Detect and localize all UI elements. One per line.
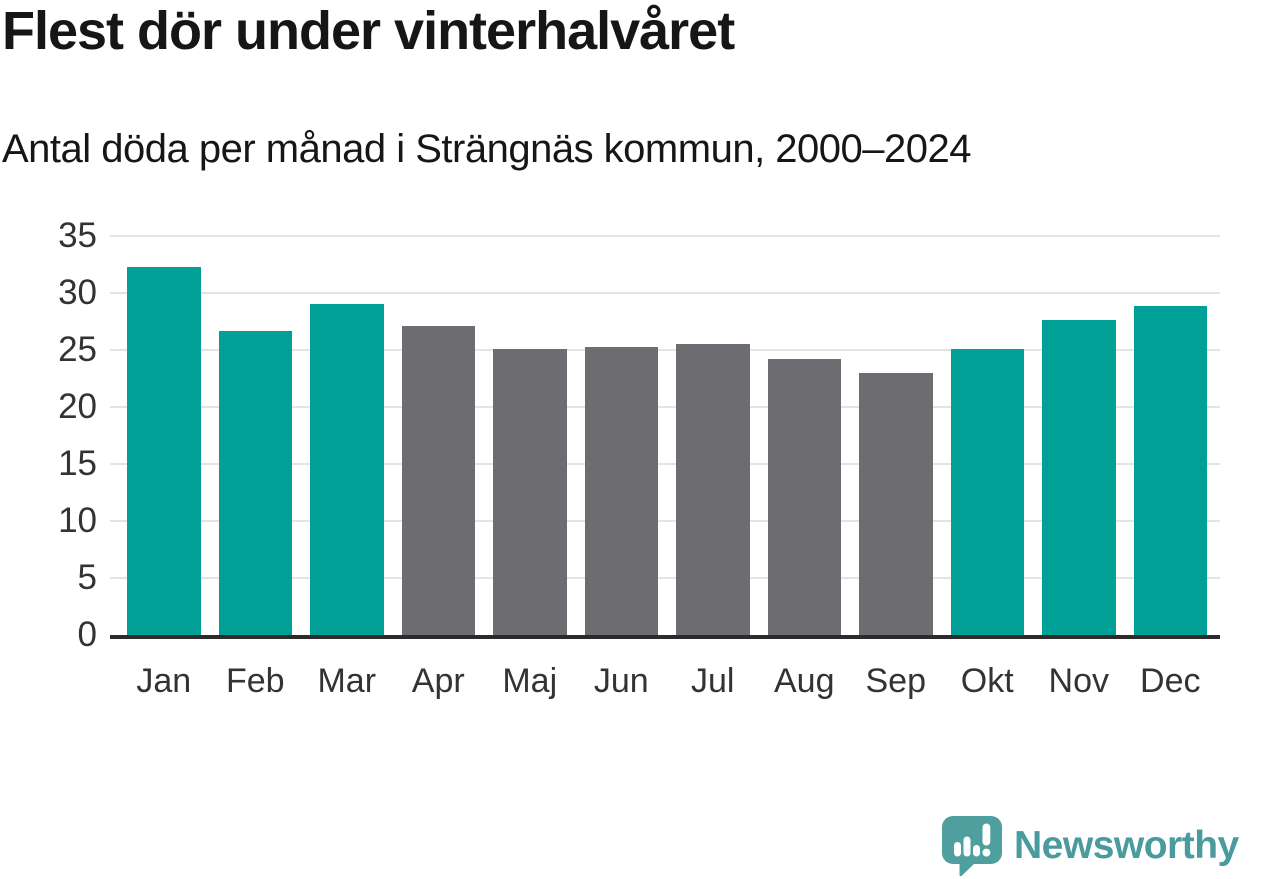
x-tick-label-dec: Dec — [1140, 662, 1201, 700]
newsworthy-logo-icon — [942, 816, 1002, 877]
x-tick-label-jun: Jun — [593, 662, 649, 700]
plot-area — [110, 235, 1220, 639]
y-tick-label-35: 35 — [58, 216, 97, 255]
x-axis: Jan Feb Mar Apr Maj Jun Jul Aug Sep Okt Nov Dec — [110, 639, 1220, 700]
bar-aug — [767, 359, 841, 635]
x-tick-label-nov: Nov — [1048, 662, 1109, 700]
x-tick-label-jul: Jul — [691, 662, 735, 700]
y-tick-label-30: 30 — [58, 273, 97, 312]
x-tick-label-apr: Apr — [411, 662, 465, 700]
bar-jul — [676, 344, 750, 635]
bar-jan — [127, 266, 201, 635]
x-tick-label-okt: Okt — [960, 662, 1014, 700]
y-tick-label-25: 25 — [58, 330, 97, 369]
bar-nov — [1042, 320, 1116, 635]
y-tick-label-15: 15 — [58, 444, 97, 483]
newsworthy-logo: Newsworthy — [941, 815, 1261, 877]
x-tick-label-maj: Maj — [502, 662, 558, 700]
x-tick-label-sep: Sep — [865, 662, 927, 700]
gridline-20 — [110, 406, 1220, 408]
bar-dec — [1133, 305, 1207, 635]
newsworthy-brand-name: Newsworthy — [1014, 824, 1239, 867]
bar-okt — [950, 348, 1024, 635]
bar-feb — [218, 330, 292, 635]
y-tick-label-5: 5 — [77, 558, 97, 597]
y-tick-label-0: 0 — [77, 615, 97, 654]
x-tick-label-aug: Aug — [774, 662, 835, 700]
chart-subtitle: Antal döda per månad i Strängnäs kommun,… — [2, 127, 972, 171]
bar-chart: 0 5 10 15 20 25 30 35 Jan Feb Mar Apr Maj Jun Jul Aug S… — [0, 216, 1220, 736]
bar-mar — [310, 304, 384, 635]
y-tick-label-10: 10 — [58, 501, 97, 540]
gridline-25 — [110, 349, 1220, 351]
x-tick-label-jan: Jan — [136, 662, 192, 700]
gridline-30 — [110, 292, 1220, 294]
bar-jun — [584, 346, 658, 635]
y-tick-label-20: 20 — [58, 387, 97, 426]
gridline-35 — [110, 235, 1220, 237]
gridline-5 — [110, 577, 1220, 579]
x-tick-label-feb: Feb — [225, 662, 285, 700]
chart-title: Flest dör under vinterhalvåret — [2, 1, 735, 61]
y-axis: 0 5 10 15 20 25 30 35 — [0, 216, 97, 654]
gridline-15 — [110, 463, 1220, 465]
bar-apr — [401, 326, 475, 635]
gridline-10 — [110, 520, 1220, 522]
bar-maj — [493, 348, 567, 635]
x-tick-label-mar: Mar — [317, 662, 377, 700]
bar-sep — [859, 372, 933, 635]
